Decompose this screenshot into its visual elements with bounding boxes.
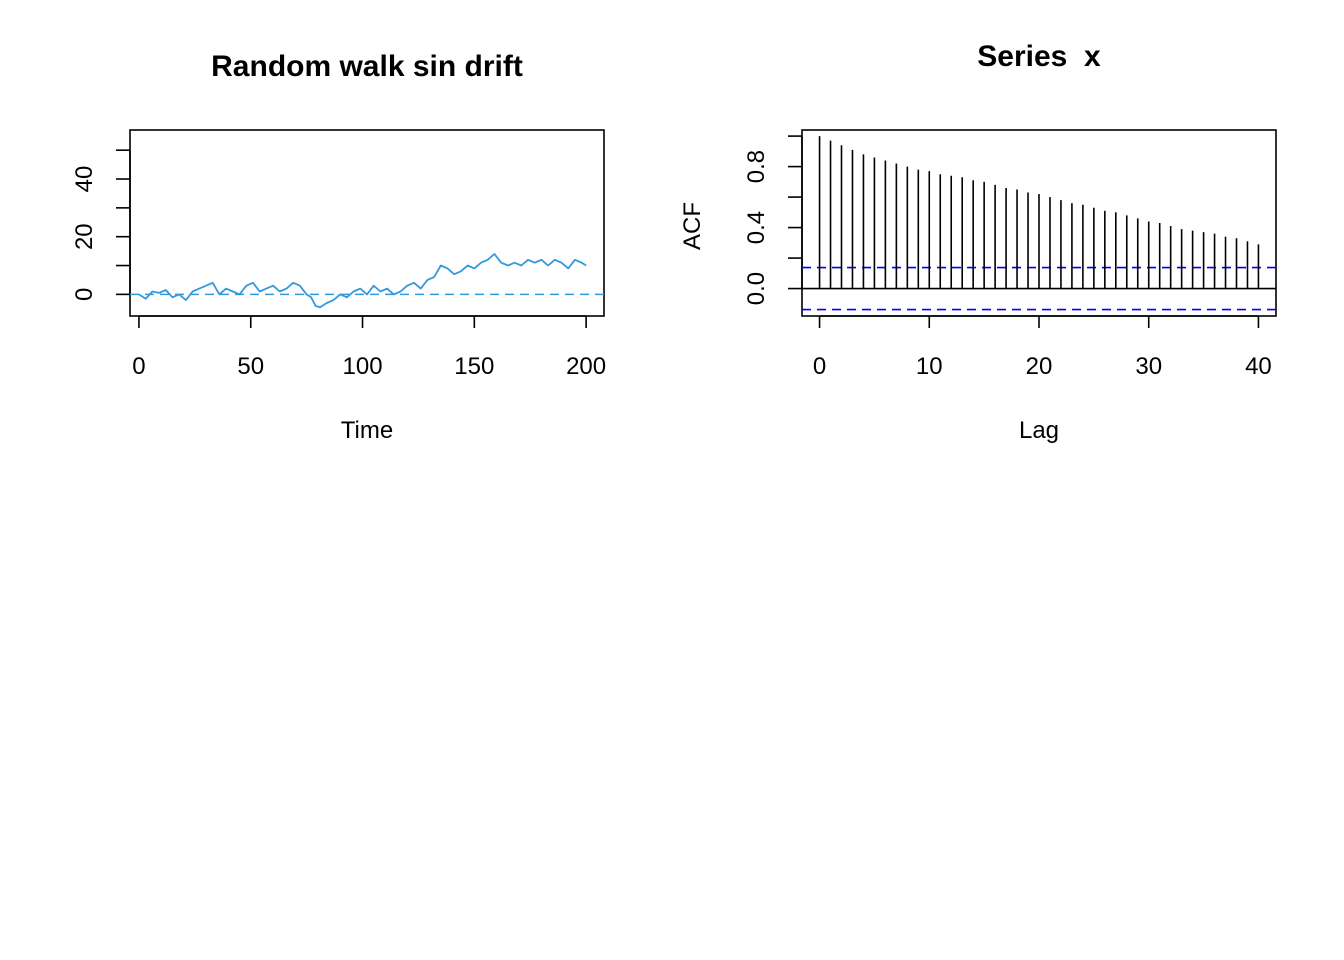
- acf-x-tick-label: 10: [916, 353, 943, 380]
- random-walk-x-tick-label: 0: [132, 353, 145, 380]
- acf-y-tick-label: 0.4: [743, 211, 770, 244]
- random-walk-x-tick-label: 100: [343, 353, 383, 380]
- acf-x-tick-label: 20: [1026, 353, 1053, 380]
- acf-x-tick-label: 30: [1135, 353, 1162, 380]
- acf-x-tick-label: 40: [1245, 353, 1272, 380]
- acf-y-axis: 0.0 0.4 0.8: [743, 135, 803, 305]
- acf-marks: [802, 136, 1276, 311]
- random-walk-x-axis: 0 50 100 150 200: [132, 315, 606, 380]
- acf-ylabel: ACF: [679, 202, 706, 250]
- random-walk-series-line: [138, 253, 587, 309]
- acf-x-tick-label: 0: [813, 353, 826, 380]
- acf-panel: Series x Lag ACF 0 10 20 30 40 0.0 0.4 0.8: [679, 40, 1277, 444]
- random-walk-y-tick-label: 20: [71, 223, 98, 250]
- random-walk-x-tick-label: 150: [454, 353, 494, 380]
- acf-x-axis: 0 10 20 30 40: [813, 315, 1272, 380]
- random-walk-y-axis: 0 20 40: [71, 149, 131, 301]
- acf-y-tick-label: 0.0: [743, 272, 770, 305]
- random-walk-x-tick-label: 200: [566, 353, 606, 380]
- acf-y-tick-label: 0.8: [743, 150, 770, 183]
- acf-title: Series x: [977, 40, 1101, 73]
- random-walk-x-tick-label: 50: [237, 353, 264, 380]
- random-walk-xlabel: Time: [341, 417, 393, 444]
- random-walk-y-tick-label: 40: [71, 166, 98, 193]
- random-walk-title: Random walk sin drift: [211, 50, 523, 83]
- random-walk-y-tick-label: 0: [71, 288, 98, 301]
- random-walk-panel: Random walk sin drift Time 0 50 100 150 200 …: [71, 50, 606, 444]
- random-walk-marks: [130, 253, 604, 309]
- acf-xlabel: Lag: [1019, 417, 1059, 444]
